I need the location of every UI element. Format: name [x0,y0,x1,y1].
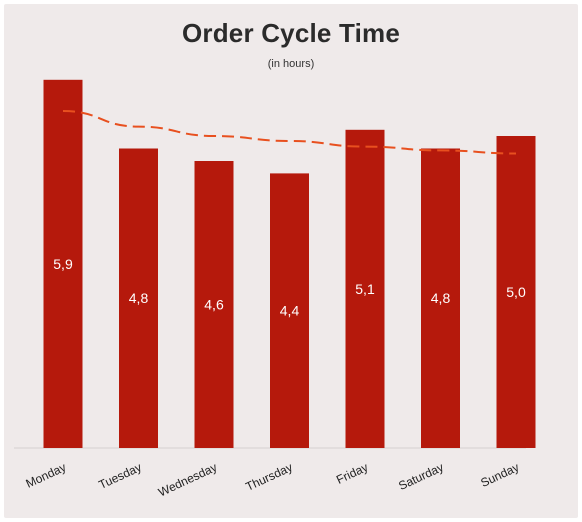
category-label-saturday: Saturday [396,460,445,493]
category-labels-layer: Monday Tuesday Wednesday Thursday Friday Satu… [24,460,522,499]
bars-layer [43,79,536,449]
bar-tuesday [119,148,158,448]
bar-thursday [270,173,309,448]
data-label-saturday: 4,8 [431,290,451,306]
category-label-wednesday: Wednesday [156,460,219,499]
data-label-sunday: 5,0 [506,284,526,300]
category-label-tuesday: Tuesday [97,460,144,492]
chart-title: Order Cycle Time [181,18,401,48]
trend-layer [62,110,517,155]
bar-wednesday [194,161,234,448]
data-label-thursday: 4,4 [280,303,300,319]
category-label-thursday: Thursday [244,460,295,494]
category-label-monday: Monday [24,460,69,491]
category-label-sunday: Sunday [478,460,521,490]
bar-monday [43,79,83,449]
data-label-monday: 5,9 [53,256,73,272]
labels-layer: 5,9 4,8 4,6 4,4 5,1 4,8 5,0 [53,256,526,319]
data-label-wednesday: 4,6 [204,297,224,313]
data-label-tuesday: 4,8 [129,290,149,306]
category-label-friday: Friday [334,460,370,487]
chart-subtitle: (in hours) [267,58,315,70]
bar-sunday [496,136,536,448]
bar-friday [345,129,385,449]
data-label-friday: 5,1 [355,281,375,297]
bar-saturday [421,148,460,448]
trend-line [62,110,517,155]
